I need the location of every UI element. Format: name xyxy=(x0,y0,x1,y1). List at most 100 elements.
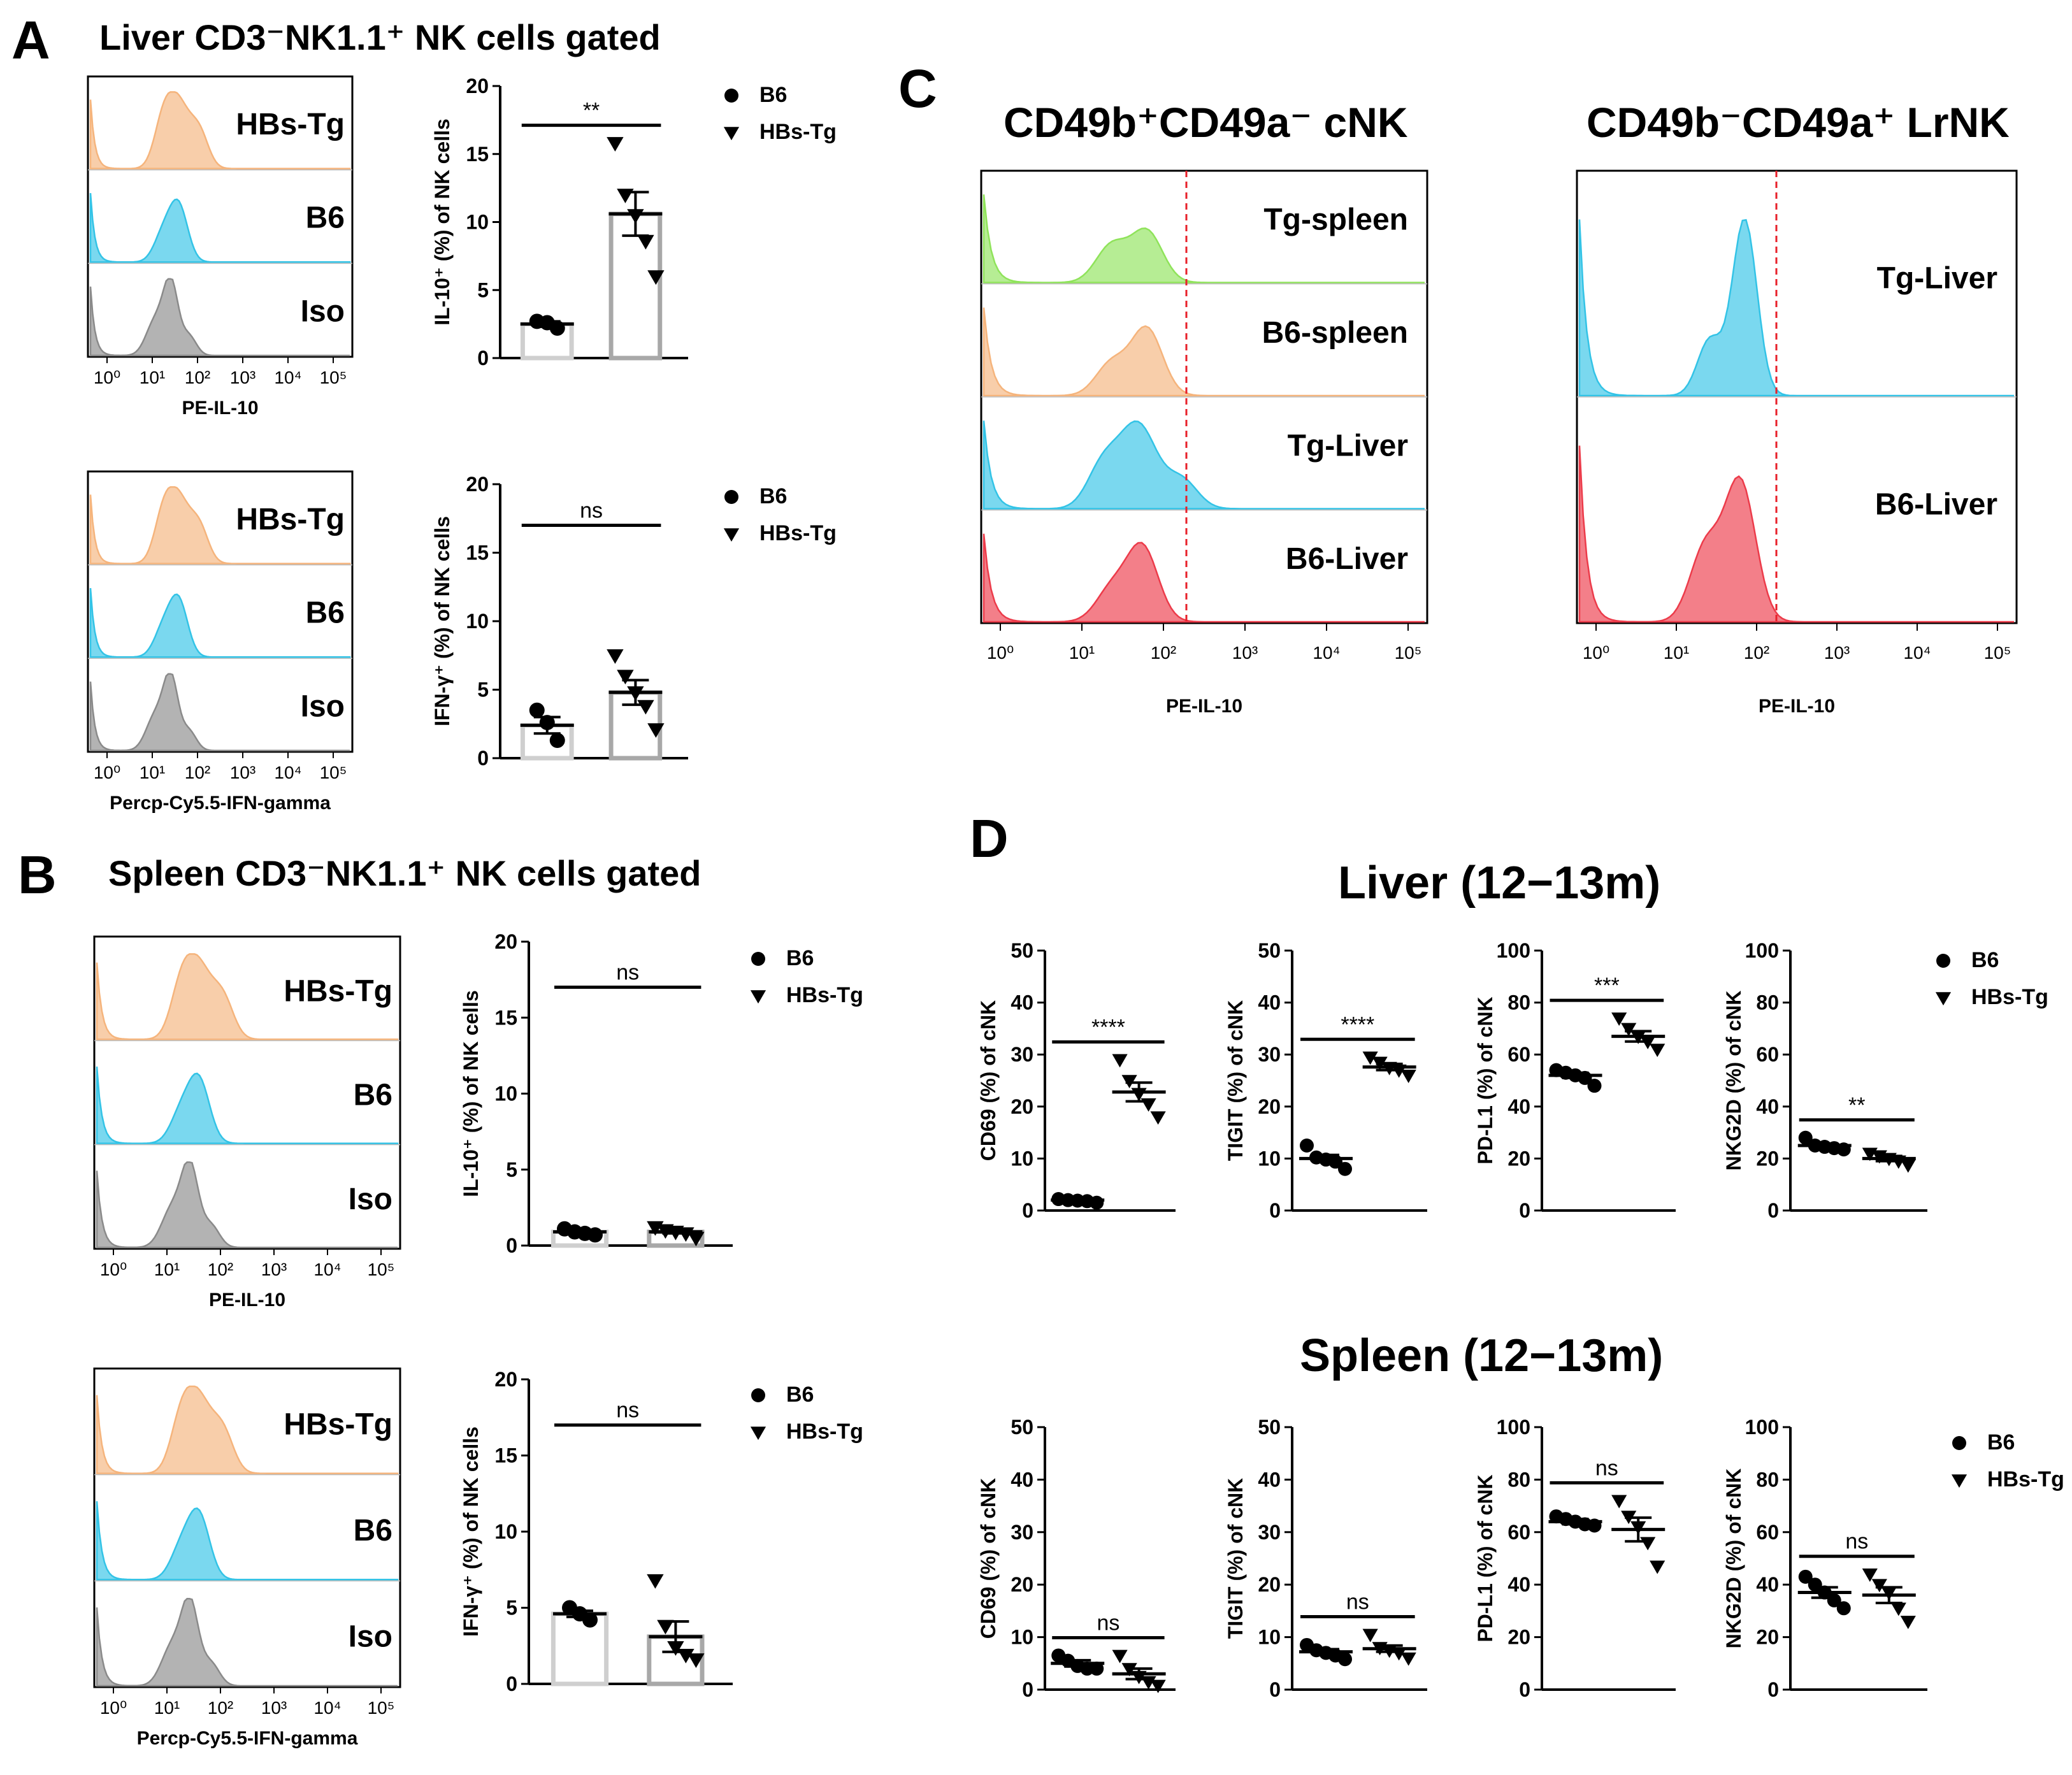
b-ifn-histogram-b6 xyxy=(96,1501,399,1581)
d-l-tigit-chart: 0 10 20 30 40 50 TIGIT (%) of cNK **** xyxy=(1224,939,1427,1222)
a-il10-histogram-iso xyxy=(89,278,350,357)
b-il10-significance-label: ns xyxy=(616,961,639,985)
d-s-cd69-significance-label: ns xyxy=(1097,1611,1119,1635)
b-il10-legend: B6 HBs-Tg xyxy=(750,946,863,1007)
d-l-nkg2d-legend: B6 HBs-Tg xyxy=(1935,948,2048,1009)
d-s-nkg2d-y-axis-label: NKG2D (%) of cNK xyxy=(1722,1469,1745,1649)
legend-marker-b6 xyxy=(724,89,738,103)
panel-d-liver-title: Liver (12−13m) xyxy=(1338,858,1660,909)
b-il10-y-tick-label: 20 xyxy=(494,930,517,953)
d-s-nkg2d-point-hbs-tg xyxy=(1871,1579,1887,1593)
b-il10-chart: 0 5 10 15 20 IL-10⁺ (%) of NK cells ns B6 HBs-Tg xyxy=(459,930,863,1257)
c-cnk-x-axis-label: PE-IL-10 xyxy=(1166,696,1242,717)
d-l-nkg2d-point-b6 xyxy=(1798,1130,1813,1145)
legend-label-hbs-tg: HBs-Tg xyxy=(759,521,837,545)
b-il10-x-tick-label: 10³ xyxy=(261,1260,287,1279)
b-ifn-point-hbs-tg xyxy=(687,1653,705,1668)
d-s-nkg2d-point-hbs-tg xyxy=(1890,1602,1906,1616)
c-cnk-row-label: Tg-spleen xyxy=(1263,203,1408,236)
c-cnk-histogram-stack: Tg-spleen B6-spleen Tg-Liver B6-Liver 10⁰ 10¹… xyxy=(980,169,1428,717)
a-il10-x-tick-label: 10³ xyxy=(230,368,255,387)
a-il10-y-tick-label: 10 xyxy=(466,211,489,234)
b-il10-point-hbs-tg xyxy=(687,1232,705,1247)
d-s-cd69-chart: 0 10 20 30 40 50 CD69 (%) of cNK ns xyxy=(977,1416,1176,1701)
a-ifn-frame xyxy=(87,470,354,753)
b-ifn-x-tick-label: 10³ xyxy=(261,1698,287,1718)
panel-letter-c: C xyxy=(898,59,937,119)
c-cnk-row-label: Tg-Liver xyxy=(1288,429,1408,463)
d-s-tigit-point-hbs-tg xyxy=(1362,1628,1378,1642)
a-ifn-x-tick-label: 10⁵ xyxy=(320,763,347,782)
b-il10-row-label: HBs-Tg xyxy=(284,974,392,1008)
b-il10-x-tick-label: 10⁰ xyxy=(100,1260,127,1279)
b-ifn-y-tick-label: 0 xyxy=(506,1672,517,1695)
a-ifn-histogram-stack: HBs-Tg B6 Iso 10⁰ 10¹ 10² 10³ 10⁴ 10⁵ Percp-Cy5.5… xyxy=(87,470,354,814)
d-s-nkg2d-y-tick-label: 100 xyxy=(1745,1416,1779,1439)
c-cnk-row-label: B6-spleen xyxy=(1262,316,1408,350)
b-il10-x-tick-label: 10⁵ xyxy=(368,1260,395,1279)
b-ifn-chart: 0 5 10 15 20 IFN-γ⁺ (%) of NK cells ns B6 HBs-Tg xyxy=(459,1368,863,1695)
a-ifn-chart: 0 5 10 15 20 IFN-γ⁺ (%) of NK cells ns B6 HBs-Tg xyxy=(431,473,837,770)
d-s-nkg2d-y-tick-label: 0 xyxy=(1767,1678,1779,1701)
b-il10-row-label: B6 xyxy=(354,1079,392,1112)
a-il10-histogram-b6 xyxy=(89,193,351,263)
b-ifn-y-tick-label: 10 xyxy=(494,1520,517,1543)
c-cnk-histogram-tg-spleen xyxy=(982,194,1425,284)
b-ifn-row-label: HBs-Tg xyxy=(284,1407,392,1441)
d-l-nkg2d-point-hbs-tg xyxy=(1900,1159,1916,1173)
a-ifn-y-tick-label: 20 xyxy=(466,473,489,496)
d-s-nkg2d-significance-label: ns xyxy=(1845,1530,1868,1554)
d-l-tigit-significance-label: **** xyxy=(1341,1012,1374,1037)
d-s-tigit-y-tick-label: 40 xyxy=(1258,1468,1281,1491)
panel-d-spleen-title: Spleen (12−13m) xyxy=(1300,1330,1663,1381)
d-l-nkg2d-y-tick-label: 40 xyxy=(1756,1095,1779,1118)
d-l-tigit-point-b6 xyxy=(1300,1139,1314,1153)
legend-label-hbs-tg: HBs-Tg xyxy=(1987,1467,2064,1491)
d-s-pdl1-point-hbs-tg xyxy=(1650,1560,1666,1574)
a-ifn-x-tick-label: 10⁰ xyxy=(94,763,120,782)
c-cnk-x-tick-label: 10² xyxy=(1151,643,1176,663)
legend-marker-hbs-tg xyxy=(1935,992,1952,1006)
a-ifn-x-axis-label: Percp-Cy5.5-IFN-gamma xyxy=(110,793,331,814)
d-l-tigit-y-axis-label: TIGIT (%) of cNK xyxy=(1224,1000,1247,1161)
c-cnk-x-tick-label: 10⁴ xyxy=(1313,643,1340,663)
panel-letter-b: B xyxy=(18,845,57,905)
a-il10-row-label: B6 xyxy=(306,201,345,235)
d-l-cd69-point-hbs-tg xyxy=(1112,1054,1128,1068)
d-l-nkg2d-y-tick-label: 100 xyxy=(1745,939,1779,962)
c-cnk-x-tick-label: 10⁰ xyxy=(987,643,1014,663)
d-s-pdl1-y-tick-label: 20 xyxy=(1507,1626,1530,1649)
d-l-cd69-chart: 0 10 20 30 40 50 CD69 (%) of cNK **** xyxy=(977,939,1176,1222)
d-s-tigit-point-b6 xyxy=(1338,1652,1352,1667)
c-lrnk-x-tick-label: 10⁵ xyxy=(1984,643,2011,663)
b-il10-frame xyxy=(93,935,401,1250)
legend-marker-b6 xyxy=(751,1388,765,1402)
legend-label-hbs-tg: HBs-Tg xyxy=(1971,985,2048,1009)
c-cnk-row-label: B6-Liver xyxy=(1286,542,1408,576)
c-cnk-histogram-b6-spleen xyxy=(982,307,1425,397)
d-s-nkg2d-legend: B6 HBs-Tg xyxy=(1951,1430,2064,1491)
c-lrnk-histogram-b6-liver xyxy=(1578,445,2014,623)
a-il10-x-tick-label: 10⁵ xyxy=(320,368,347,387)
d-s-pdl1-y-tick-label: 0 xyxy=(1519,1678,1530,1701)
b-ifn-x-tick-label: 10⁵ xyxy=(368,1698,395,1718)
d-l-pdl1-y-tick-label: 100 xyxy=(1497,939,1530,962)
d-l-pdl1-y-tick-label: 40 xyxy=(1507,1095,1530,1118)
legend-marker-b6 xyxy=(751,952,765,966)
d-s-nkg2d-y-tick-label: 20 xyxy=(1756,1626,1779,1649)
a-il10-histogram-hbs-tg xyxy=(89,91,351,169)
d-l-pdl1-point-b6 xyxy=(1587,1079,1602,1093)
c-lrnk-x-tick-label: 10⁴ xyxy=(1903,643,1931,663)
d-s-nkg2d-point-b6 xyxy=(1798,1569,1813,1584)
a-il10-y-tick-label: 20 xyxy=(466,75,489,97)
d-s-tigit-chart: 0 10 20 30 40 50 TIGIT (%) of cNK ns xyxy=(1224,1416,1427,1701)
legend-label-b6: B6 xyxy=(786,1383,814,1407)
d-s-cd69-y-tick-label: 10 xyxy=(1011,1626,1033,1649)
a-il10-legend: B6 HBs-Tg xyxy=(723,83,837,144)
a-ifn-row-label: B6 xyxy=(306,596,345,630)
d-s-pdl1-significance-label: ns xyxy=(1595,1456,1618,1480)
b-ifn-row-label: Iso xyxy=(349,1620,392,1654)
a-ifn-row-label: Iso xyxy=(301,689,345,723)
b-il10-histogram-hbs-tg xyxy=(96,953,399,1040)
a-il10-point-hbs-tg xyxy=(607,137,624,152)
